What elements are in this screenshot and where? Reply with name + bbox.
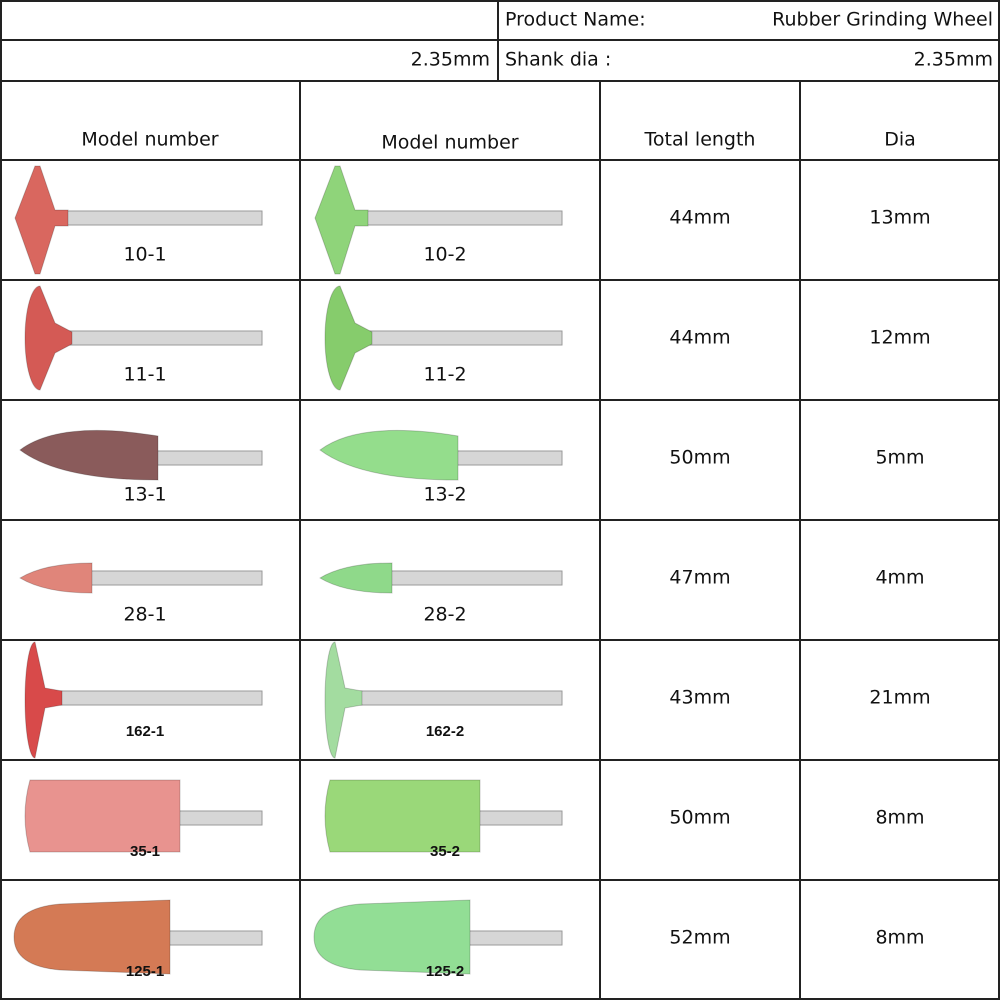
model-number: 162-2 xyxy=(426,723,464,740)
total-length: 50mm xyxy=(669,807,730,829)
model-number: 28-1 xyxy=(123,604,166,626)
model-number: 28-2 xyxy=(423,604,466,626)
model-number: 13-1 xyxy=(123,484,166,506)
tool-head xyxy=(313,899,471,975)
total-length: 44mm xyxy=(669,327,730,349)
tool-head xyxy=(14,165,69,275)
dia: 8mm xyxy=(875,927,924,949)
model-number: 10-2 xyxy=(423,244,466,266)
tool-head xyxy=(19,562,93,594)
model-number: 11-2 xyxy=(423,364,466,386)
tool-head xyxy=(324,641,363,759)
total-length: 44mm xyxy=(669,207,730,229)
model-number: 13-2 xyxy=(423,484,466,506)
model-number: 35-1 xyxy=(130,843,160,860)
column-header: Dia xyxy=(884,129,916,151)
product-name: Rubber Grinding Wheel xyxy=(772,9,993,31)
tool-head xyxy=(324,779,481,853)
dia: 5mm xyxy=(875,447,924,469)
model-number: 11-1 xyxy=(123,364,166,386)
column-header: Model number xyxy=(381,132,518,154)
tool-head xyxy=(319,562,393,594)
shank-label: Shank dia : xyxy=(505,49,611,71)
tool-head xyxy=(324,285,373,391)
model-number: 10-1 xyxy=(123,244,166,266)
model-number: 35-2 xyxy=(430,843,460,860)
shank xyxy=(349,330,563,346)
tool-head xyxy=(19,429,159,481)
tool-head xyxy=(13,899,171,975)
dia: 8mm xyxy=(875,807,924,829)
tool-head xyxy=(24,641,63,759)
tool-head xyxy=(319,429,459,481)
shank xyxy=(349,210,563,226)
product-name-label: Product Name: xyxy=(505,9,646,31)
total-length: 43mm xyxy=(669,687,730,709)
total-length: 50mm xyxy=(669,447,730,469)
dia: 4mm xyxy=(875,567,924,589)
shank-value: 2.35mm xyxy=(914,49,993,71)
shank xyxy=(49,210,263,226)
tool-head xyxy=(314,165,369,275)
tool-head xyxy=(24,285,73,391)
column-header: Model number xyxy=(81,129,218,151)
total-length: 47mm xyxy=(669,567,730,589)
shank xyxy=(349,690,563,706)
dia: 21mm xyxy=(869,687,930,709)
model-number: 125-1 xyxy=(126,963,164,980)
dia: 12mm xyxy=(869,327,930,349)
shank xyxy=(49,690,263,706)
model-number: 162-1 xyxy=(126,723,164,740)
dia: 13mm xyxy=(869,207,930,229)
model-number: 125-2 xyxy=(426,963,464,980)
column-header: Total length xyxy=(644,129,756,151)
shank xyxy=(49,330,263,346)
tool-head xyxy=(24,779,181,853)
total-length: 52mm xyxy=(669,927,730,949)
shank-left: 2.35mm xyxy=(411,49,490,71)
